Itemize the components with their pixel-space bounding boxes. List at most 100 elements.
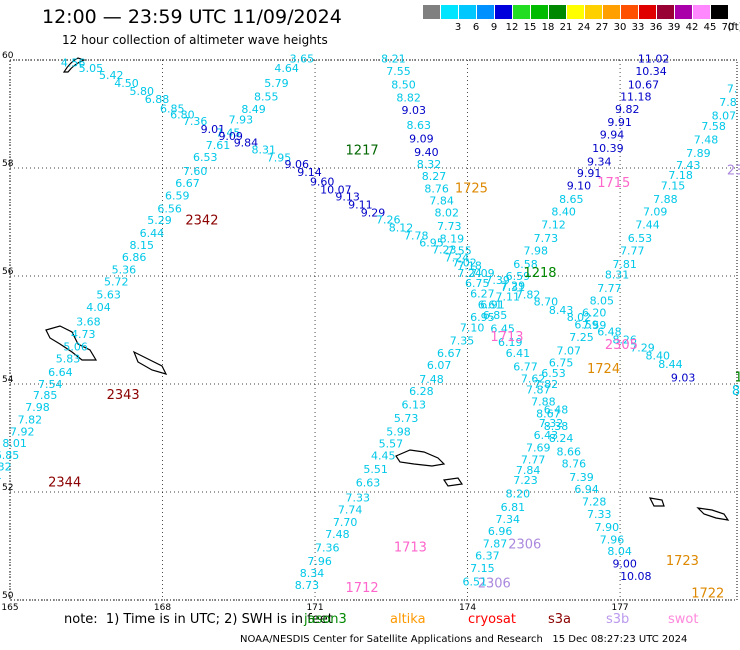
- wave-height-label: 6.53: [193, 151, 218, 164]
- wave-height-label: 9.29: [361, 207, 386, 220]
- legend-swatch: [711, 5, 728, 19]
- wave-height-label: 8.34: [300, 567, 325, 580]
- legend-swatch: [621, 5, 638, 19]
- wave-height-label: 10.39: [592, 142, 624, 155]
- wave-height-label: 7.26: [376, 214, 401, 227]
- wave-height-label: 7.98: [25, 401, 49, 414]
- wave-height-label: 11.18: [620, 91, 652, 104]
- wave-height-label: 8.24: [549, 432, 574, 445]
- wave-height-label: 7.29: [630, 342, 655, 355]
- wave-height-label: 7.93: [229, 114, 254, 127]
- lon-tick-label: 177: [611, 603, 628, 613]
- wave-height-label: 7.48: [419, 373, 444, 386]
- wave-height-label: 6.77: [513, 361, 538, 374]
- wave-height-label: 5.57: [379, 438, 404, 451]
- wave-height-label: 7.44: [635, 218, 660, 231]
- wave-height-label: 7.88: [531, 396, 556, 409]
- wave-height-label: 7.84: [429, 195, 454, 208]
- wave-height-label: 8.40: [551, 206, 576, 219]
- wave-height-label: 4.73: [71, 328, 96, 341]
- legend-swatch: [693, 5, 710, 19]
- wave-height-label: 7.54: [38, 378, 63, 391]
- wave-height-label: 7.43: [676, 159, 701, 172]
- legend-label: 15: [523, 22, 537, 33]
- land-outline: [442, 477, 464, 487]
- track-time-label: 1723: [666, 554, 699, 569]
- wave-height-label: 6.86: [122, 251, 147, 264]
- wave-height-label: 6.51: [462, 575, 487, 588]
- wave-height-label: 6.85: [160, 102, 185, 115]
- wave-height-label: 8.73: [295, 579, 320, 592]
- wave-height-label: 6.75: [549, 357, 574, 370]
- legend-label: 45: [703, 22, 717, 33]
- wave-height-label: 7.78: [404, 229, 429, 242]
- mission-label: cryosat: [468, 612, 516, 627]
- track-time-label: 2342: [185, 214, 218, 229]
- track-time-label: 1217: [346, 144, 379, 159]
- wave-height-label: 8.43: [549, 304, 574, 317]
- lat-tick-label: 56: [2, 267, 14, 277]
- wave-height-label: 8.31: [251, 143, 276, 156]
- lat-tick-label: 60: [2, 51, 14, 61]
- wave-height-label: 9.09: [218, 130, 243, 143]
- lat-tick-label: 50: [2, 591, 14, 601]
- wave-height-label: 5.84: [0, 471, 1, 484]
- wave-height-label: 8.12: [389, 222, 414, 235]
- legend-swatch: [567, 5, 584, 19]
- wave-height-label: 8.55: [254, 91, 278, 104]
- track-time-label: 2344: [48, 476, 81, 491]
- track-time-label: 1713: [490, 330, 523, 345]
- legend-label: 39: [667, 22, 681, 33]
- wave-height-label: 5.42: [99, 69, 124, 82]
- wave-height-label: 9.34: [587, 155, 612, 168]
- lon-tick-label: 165: [1, 603, 18, 613]
- wave-height-label: 7.77: [521, 453, 546, 466]
- wave-height-label: 6.53: [541, 367, 566, 380]
- wave-height-label: 6.27: [470, 288, 495, 301]
- wave-height-label: 8.02: [435, 207, 460, 220]
- wave-height-label: 7.92: [10, 425, 35, 438]
- wave-height-label: 5.79: [264, 77, 289, 90]
- lon-tick-label: 171: [306, 603, 323, 613]
- wave-height-label: 8.31: [605, 269, 630, 282]
- mission-label: jason3: [304, 612, 347, 627]
- wave-height-label: 6.43: [534, 429, 559, 442]
- wave-height-label: 6.94: [574, 483, 599, 496]
- land-outline: [648, 497, 665, 507]
- wave-height-label: 7.02: [452, 256, 477, 269]
- legend-swatch: [657, 5, 674, 19]
- track-time-label: 8.: [732, 384, 740, 399]
- track-time-label: 1715: [597, 176, 630, 191]
- wave-height-label: 7.73: [437, 220, 462, 233]
- wave-height-label: 8.05: [590, 295, 615, 308]
- wave-height-label: 5.98: [386, 425, 411, 438]
- wave-height-label: 7.36: [315, 541, 340, 554]
- wave-height-label: 6.59: [506, 270, 531, 283]
- wave-height-label: 11.02: [638, 53, 670, 66]
- wave-height-label: 7.74: [338, 504, 363, 517]
- wave-height-label: 7.31: [501, 281, 526, 294]
- legend-swatch: [531, 5, 548, 19]
- wave-height-label: 8.02: [567, 311, 592, 324]
- wave-height-label: 7.39: [569, 471, 594, 484]
- wave-height-label: 8.49: [241, 103, 266, 116]
- wave-height-label: 9.13: [335, 190, 360, 203]
- wave-height-label: 5.80: [129, 85, 154, 98]
- wave-height-label: 7.: [727, 82, 738, 95]
- wave-height-label: 9.84: [234, 136, 259, 149]
- wave-height-label: 8.21: [381, 53, 406, 66]
- wave-height-label: 7.24: [445, 251, 470, 264]
- legend-label: 12: [505, 22, 519, 33]
- map-title: 12:00 — 23:59 UTC 11/09/2024: [42, 6, 342, 28]
- wave-height-label: 7.89: [686, 147, 711, 160]
- wave-height-label: 7.82: [516, 289, 541, 302]
- wave-height-label: 7.87: [483, 538, 508, 551]
- wave-height-label: 7.61: [206, 139, 231, 152]
- wave-height-label: 8.20: [506, 487, 531, 500]
- legend-swatch: [459, 5, 476, 19]
- land-outline: [45, 325, 98, 361]
- wave-height-label: 7.84: [516, 464, 541, 477]
- track-time-label: 1722: [691, 586, 724, 601]
- lon-tick-label: 174: [459, 603, 476, 613]
- wave-height-label: 8.67: [536, 407, 561, 420]
